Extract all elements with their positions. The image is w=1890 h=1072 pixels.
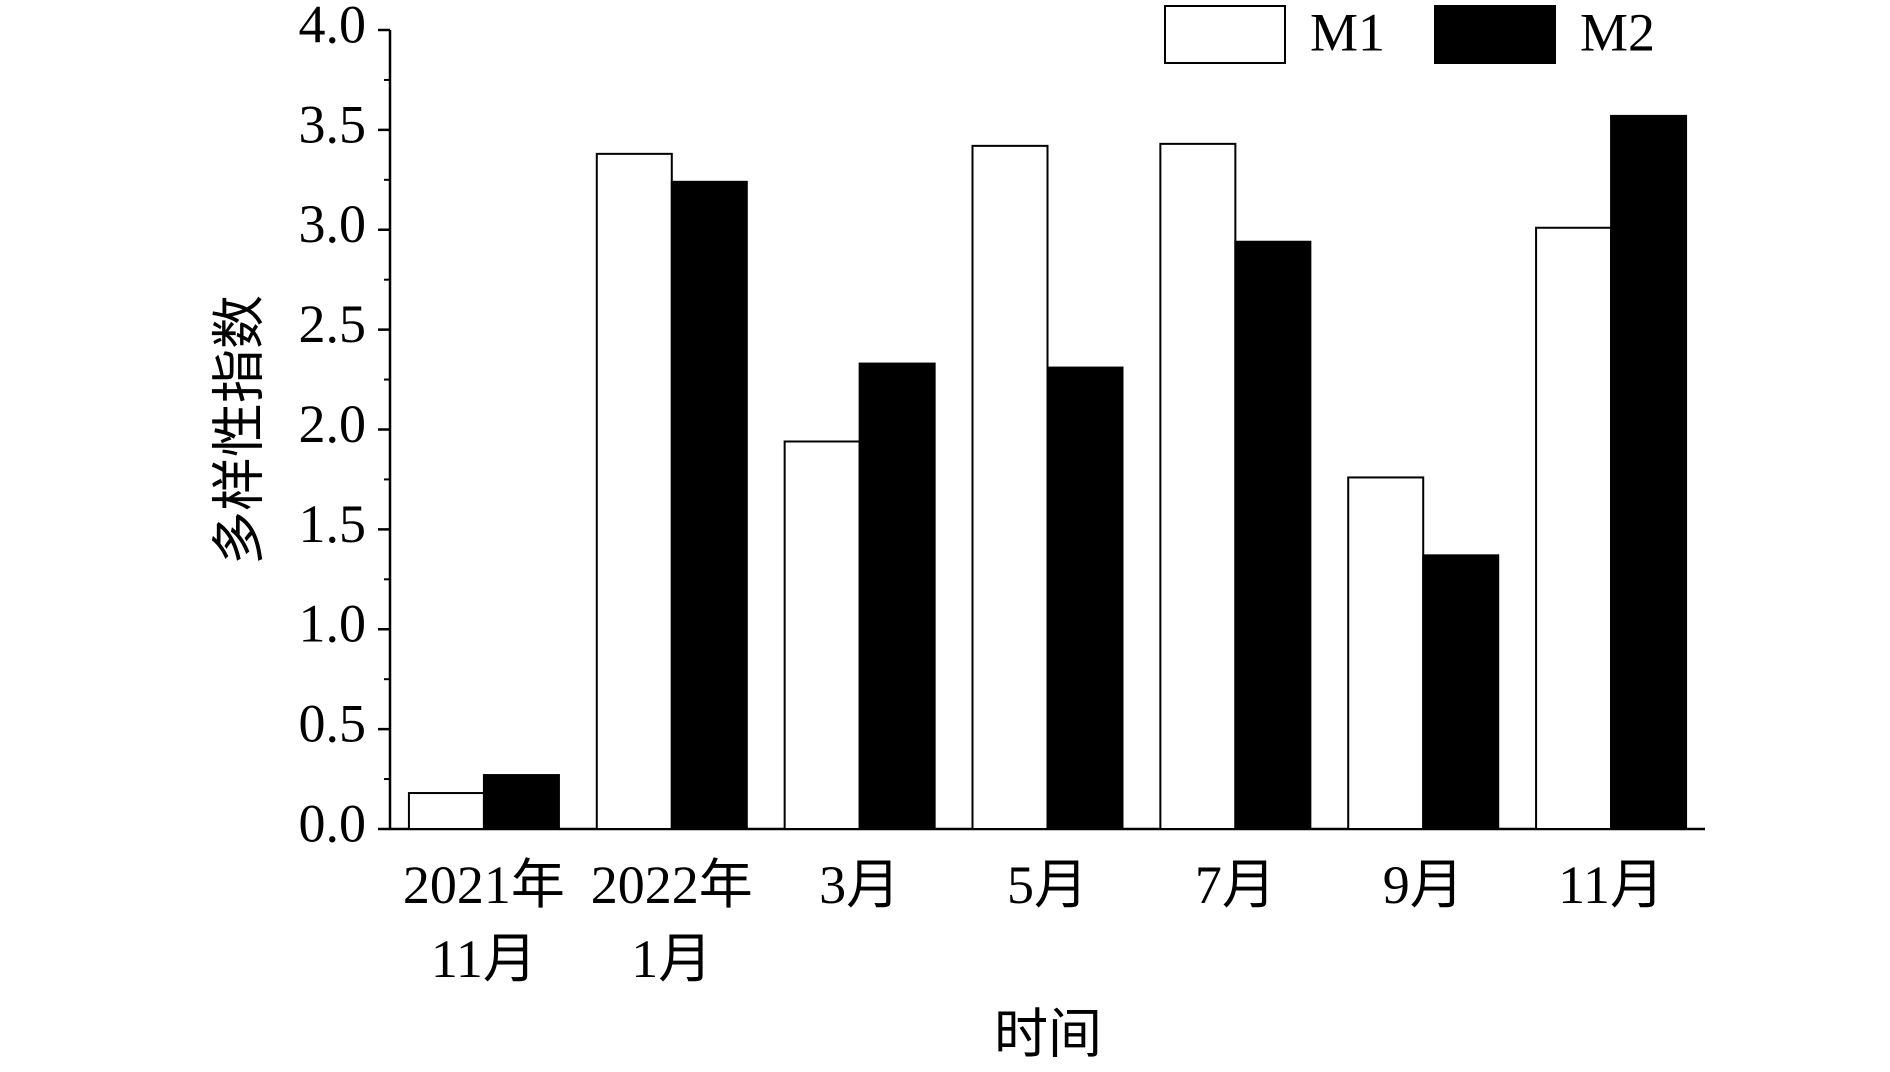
- x-tick-label: 11月: [1558, 855, 1664, 915]
- bar: [1159, 142, 1237, 831]
- y-tick-label: 4.0: [299, 0, 367, 54]
- bar: [1046, 366, 1124, 830]
- y-tick-label: 2.5: [299, 294, 367, 354]
- y-tick-label: 0.0: [299, 793, 367, 853]
- legend-swatch: [1434, 5, 1556, 64]
- bar: [783, 440, 861, 830]
- x-axis-label: 时间: [994, 1004, 1102, 1064]
- legend-label: M2: [1580, 2, 1655, 62]
- x-tick-label: 9月: [1383, 855, 1464, 915]
- bar: [971, 144, 1049, 831]
- legend-label: M1: [1310, 2, 1385, 62]
- y-tick-label: 3.0: [299, 194, 367, 254]
- bar: [1347, 476, 1425, 830]
- x-tick-label: 2022年 1月: [591, 855, 753, 989]
- bar: [1610, 114, 1688, 830]
- bar: [858, 362, 936, 830]
- x-tick-label: 5月: [1007, 855, 1088, 915]
- bar: [1234, 240, 1312, 831]
- y-tick-label: 0.5: [299, 694, 367, 754]
- y-tick-label: 1.0: [299, 594, 367, 654]
- y-axis-label: 多样性指数: [209, 295, 269, 565]
- x-tick-label: 3月: [819, 855, 900, 915]
- y-tick-label: 2.0: [299, 394, 367, 454]
- y-tick-label: 3.5: [299, 94, 367, 154]
- bar: [1535, 226, 1613, 830]
- x-tick-label: 2021年 11月: [403, 855, 565, 989]
- x-tick-label: 7月: [1195, 855, 1276, 915]
- y-tick-label: 1.5: [299, 494, 367, 554]
- bar: [670, 180, 748, 830]
- bar: [407, 792, 485, 830]
- bar: [482, 774, 560, 831]
- bar: [595, 152, 673, 831]
- legend-swatch: [1164, 5, 1286, 64]
- bar: [1422, 554, 1500, 831]
